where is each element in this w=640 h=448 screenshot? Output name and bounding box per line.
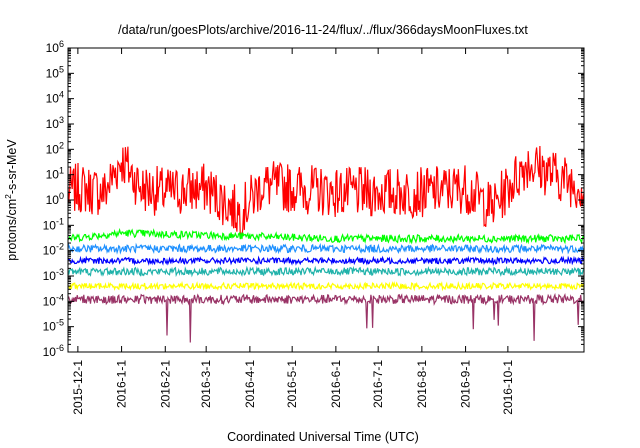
y-tick-label: 104 — [46, 90, 64, 106]
y-axis-label-sup: 2 — [3, 194, 13, 199]
y-tick-label: 101 — [46, 166, 64, 182]
chart-title: /data/run/goesPlots/archive/2016-11-24/f… — [118, 23, 528, 37]
series-line-6 — [67, 280, 585, 292]
y-tick-label: 102 — [46, 140, 64, 156]
y-tick-label: 100 — [46, 191, 64, 207]
x-tick-label: 2016-6-1 — [329, 360, 343, 408]
y-axis-label-pre: protons/cm — [5, 199, 19, 261]
y-tick-label: 106 — [46, 39, 64, 55]
y-tick-label: 103 — [46, 115, 64, 131]
y-tick-label: 10-3 — [43, 267, 64, 283]
y-axis-label: protons/cm2-s-sr-MeV — [3, 139, 19, 261]
x-tick-label: 2016-5-1 — [285, 360, 299, 408]
x-axis: 2015-12-1 2016-1-1 2016-2-1 2016-3-1 2016-4-… — [71, 48, 515, 415]
x-tick-label: 2016-2-1 — [158, 360, 172, 408]
y-axis: 10-6 10-5 10-4 10-3 10-2 10-1 100 101 102 103 104 1… — [43, 39, 584, 359]
series-line-4 — [67, 265, 585, 278]
series-layer — [67, 145, 585, 343]
x-tick-label: 2016-4-1 — [243, 360, 257, 408]
y-tick-label: 105 — [46, 64, 64, 80]
x-tick-label: 2016-3-1 — [199, 360, 213, 408]
y-tick-label: 10-4 — [43, 292, 64, 308]
series-line-7 — [67, 292, 585, 343]
x-tick-label: 2016-10-1 — [501, 360, 515, 415]
y-tick-label: 10-2 — [43, 242, 64, 258]
x-tick-label: 2016-1-1 — [115, 360, 129, 408]
series-line-1 — [67, 145, 585, 239]
y-tick-label: 10-1 — [43, 216, 64, 232]
x-tick-label: 2016-7-1 — [371, 360, 385, 408]
x-axis-label: Coordinated Universal Time (UTC) — [227, 430, 419, 444]
x-tick-label: 2016-9-1 — [459, 360, 473, 408]
y-tick-label: 10-5 — [43, 318, 64, 334]
series-line-3 — [67, 242, 585, 255]
series-line-5 — [67, 255, 585, 267]
series-line-2 — [67, 227, 585, 245]
y-tick-label: 10-6 — [43, 343, 64, 359]
x-tick-label: 2016-8-1 — [415, 360, 429, 408]
y-axis-label-post: -s-sr-MeV — [5, 139, 19, 195]
x-tick-label: 2015-12-1 — [71, 360, 85, 415]
